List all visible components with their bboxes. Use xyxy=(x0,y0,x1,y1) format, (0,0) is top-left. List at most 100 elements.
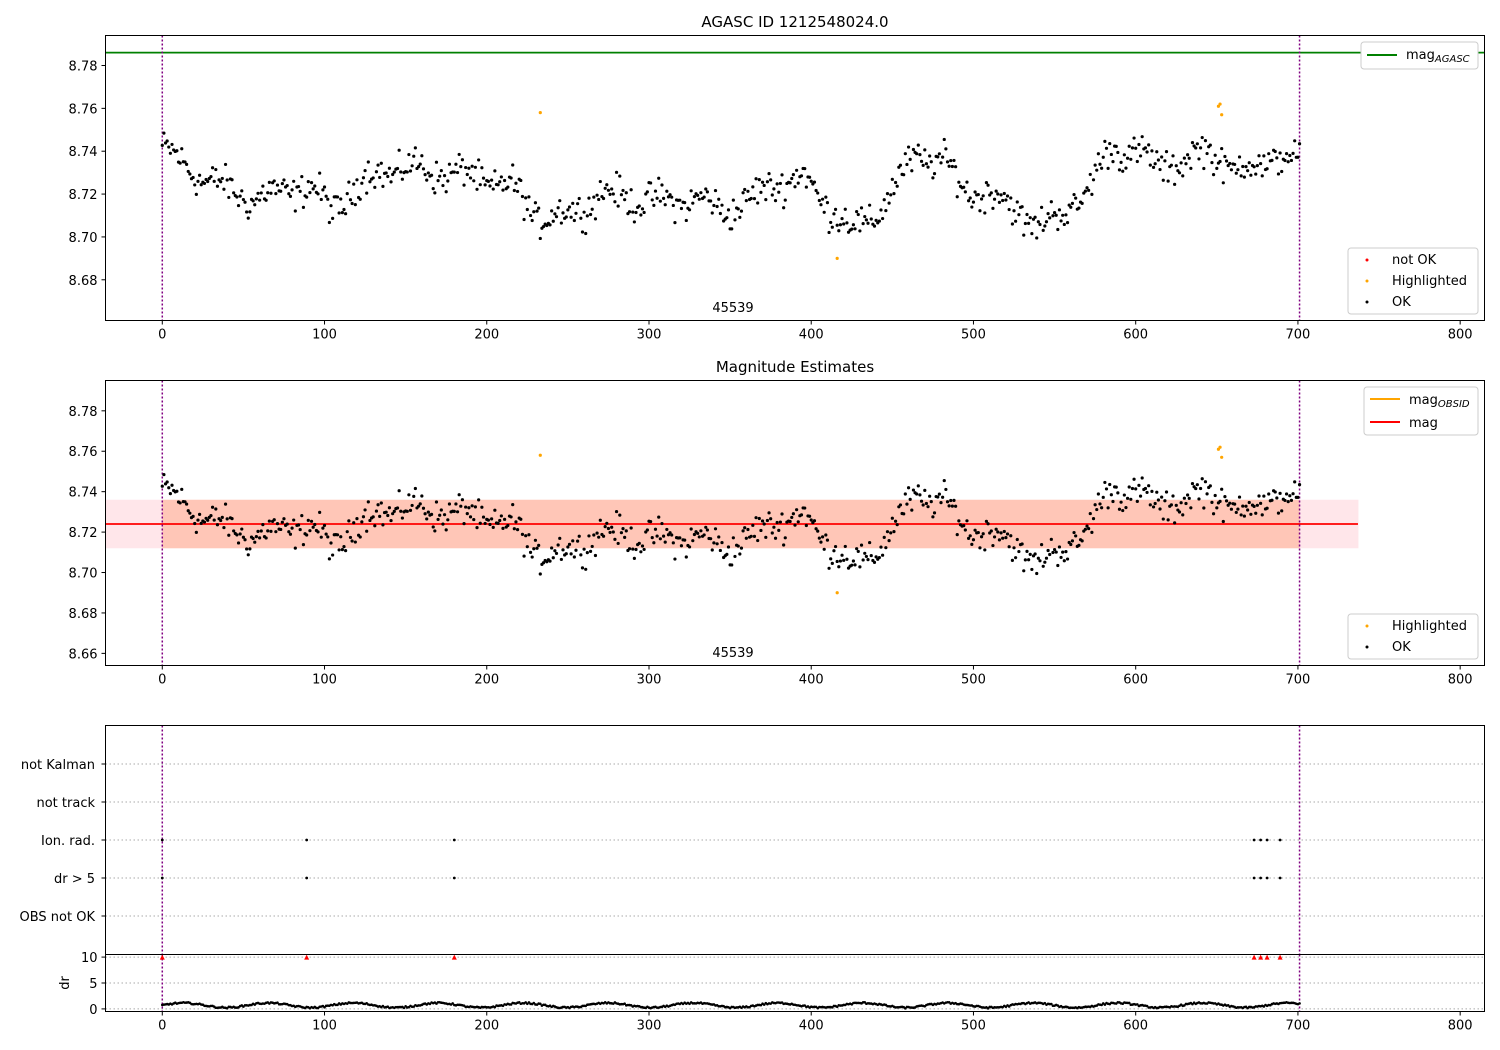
ok-point xyxy=(816,191,820,195)
flag-dr-gt-5-point xyxy=(160,876,164,880)
ok-point xyxy=(1288,494,1292,498)
ok-point xyxy=(1043,224,1047,228)
ok-point xyxy=(884,208,888,213)
ok-point xyxy=(877,555,881,560)
ok-point xyxy=(1038,222,1042,227)
ok-point xyxy=(1247,161,1251,165)
ok-point xyxy=(238,194,242,198)
ok-point xyxy=(939,161,943,165)
ok-point xyxy=(509,176,513,180)
ok-point xyxy=(1218,159,1222,164)
ok-point xyxy=(425,178,429,182)
ok-point xyxy=(687,545,692,549)
ok-point xyxy=(1044,220,1049,224)
ok-point xyxy=(1252,504,1256,508)
ok-point xyxy=(410,503,414,508)
ok-point xyxy=(790,176,794,181)
ok-point xyxy=(1041,564,1045,568)
ok-point xyxy=(292,179,296,183)
ok-point xyxy=(464,165,468,170)
ok-point xyxy=(1164,149,1169,154)
ok-point xyxy=(1134,487,1138,491)
ok-point xyxy=(355,178,359,182)
ok-point xyxy=(874,218,878,222)
ok-point xyxy=(908,497,912,501)
ok-point xyxy=(1119,500,1123,504)
ok-point xyxy=(1163,159,1167,163)
ok-point xyxy=(770,193,774,197)
dr-point xyxy=(1136,1003,1139,1006)
ok-point xyxy=(1137,142,1141,147)
ok-point xyxy=(712,203,716,208)
ok-point xyxy=(1244,504,1248,508)
ok-point xyxy=(1161,178,1165,182)
ok-point xyxy=(532,210,536,214)
ok-point xyxy=(890,516,894,520)
ok-point xyxy=(486,518,490,522)
ok-point xyxy=(175,489,179,493)
ok-point xyxy=(311,525,315,529)
ok-point xyxy=(868,203,872,207)
ok-point xyxy=(524,196,528,200)
ok-point xyxy=(1132,136,1136,140)
ok-point xyxy=(926,505,930,509)
ok-point xyxy=(1234,510,1238,515)
ok-point xyxy=(439,508,443,512)
ok-point xyxy=(196,179,200,183)
ok-point xyxy=(186,509,190,513)
ok-point xyxy=(1122,153,1126,157)
ok-point xyxy=(296,523,301,527)
ok-point xyxy=(928,154,932,158)
ok-point xyxy=(530,555,534,559)
ok-point xyxy=(657,176,661,180)
ok-point xyxy=(571,539,575,543)
ok-point xyxy=(298,189,302,194)
ok-point xyxy=(1020,205,1024,209)
ok-point xyxy=(869,553,873,558)
ok-point xyxy=(238,532,242,536)
ok-point xyxy=(522,217,526,222)
ok-point xyxy=(996,530,1000,534)
ok-point xyxy=(923,148,927,152)
ok-point xyxy=(632,220,636,224)
ok-point xyxy=(162,472,166,477)
ok-point xyxy=(893,519,898,523)
ok-point xyxy=(235,195,239,199)
ok-point xyxy=(702,195,706,199)
ok-point xyxy=(954,504,958,508)
ok-point xyxy=(460,158,465,162)
ok-point xyxy=(438,174,442,178)
ok-point xyxy=(973,190,977,194)
ok-point xyxy=(188,172,192,176)
y-tick-label: 8.74 xyxy=(69,145,98,160)
ok-point xyxy=(882,535,886,540)
ok-point xyxy=(280,181,284,186)
ok-point xyxy=(939,501,943,505)
ok-point xyxy=(1267,152,1271,156)
ok-point xyxy=(1267,492,1271,496)
ok-point xyxy=(433,529,437,533)
ok-point xyxy=(661,534,666,538)
ok-point xyxy=(697,197,701,201)
ok-point xyxy=(725,216,729,220)
ok-point xyxy=(329,541,333,545)
ok-point xyxy=(973,528,977,532)
ok-point xyxy=(1160,155,1164,159)
ok-point xyxy=(1017,549,1021,554)
ok-point xyxy=(379,161,383,165)
ok-point xyxy=(329,204,333,208)
ok-point xyxy=(258,536,262,540)
ok-point xyxy=(713,188,718,193)
ok-point xyxy=(762,183,766,188)
ok-point xyxy=(1246,169,1250,173)
ok-point xyxy=(331,553,335,557)
ok-point xyxy=(1125,496,1130,500)
ok-point xyxy=(300,514,304,518)
ok-point xyxy=(756,201,760,205)
ok-point xyxy=(275,183,280,187)
ok-point xyxy=(683,538,687,542)
ok-point xyxy=(624,191,628,195)
ok-point xyxy=(180,147,184,151)
dr-point xyxy=(1043,1001,1047,1005)
ok-point xyxy=(645,528,649,532)
